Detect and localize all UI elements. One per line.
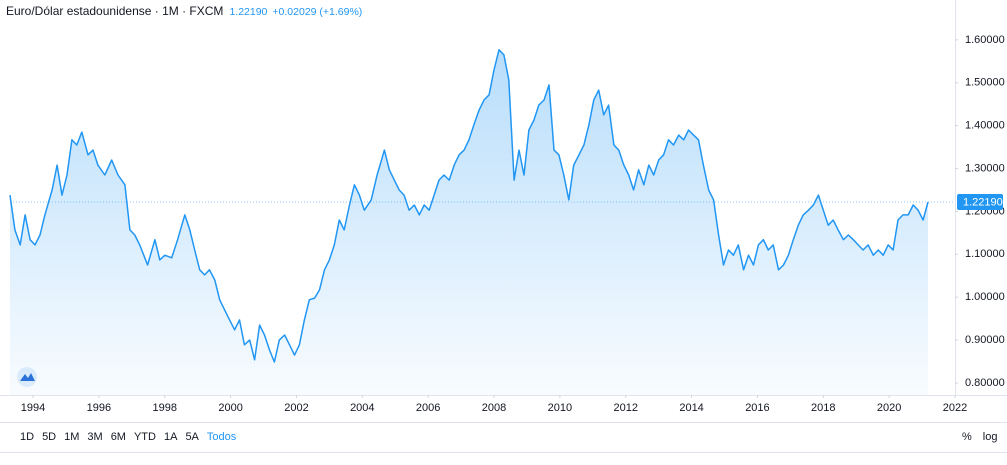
y-tick-label: 0.90000 bbox=[965, 334, 1005, 346]
x-tick-label: 1994 bbox=[21, 402, 45, 414]
header-change: +0.02029 (+1.69%) bbox=[272, 6, 362, 18]
y-tick-label: 1.50000 bbox=[965, 77, 1005, 89]
last-price-tag bbox=[957, 194, 1003, 211]
x-tick-label: 2010 bbox=[548, 402, 572, 414]
header-price: 1.22190 bbox=[229, 6, 267, 18]
x-tick-label: 2020 bbox=[877, 402, 901, 414]
x-tick-label: 2008 bbox=[482, 402, 506, 414]
scale-option[interactable]: log bbox=[983, 431, 998, 443]
x-tick-label: 2004 bbox=[350, 402, 374, 414]
range-button[interactable]: 1D bbox=[20, 431, 34, 443]
x-tick-label: 1996 bbox=[87, 402, 111, 414]
last-price-label: 1.22190 bbox=[963, 196, 1003, 208]
y-tick-label: 0.80000 bbox=[965, 377, 1005, 389]
range-button[interactable]: 5A bbox=[185, 431, 199, 443]
x-tick-label: 2016 bbox=[745, 402, 769, 414]
range-button[interactable]: Todos bbox=[207, 431, 237, 443]
range-button[interactable]: 3M bbox=[87, 431, 102, 443]
x-tick-label: 2002 bbox=[284, 402, 308, 414]
x-tick-label: 2014 bbox=[679, 402, 703, 414]
x-tick-label: 2006 bbox=[416, 402, 440, 414]
area-fill bbox=[10, 49, 928, 396]
x-tick-label: 2000 bbox=[218, 402, 242, 414]
chart-title: Euro/Dólar estadounidense · 1M · FXCM bbox=[6, 4, 223, 18]
range-button[interactable]: 1M bbox=[64, 431, 79, 443]
y-tick-label: 1.00000 bbox=[965, 291, 1005, 303]
y-tick-label: 1.60000 bbox=[965, 34, 1005, 46]
range-button[interactable]: 6M bbox=[111, 431, 126, 443]
scale-option[interactable]: % bbox=[962, 431, 972, 443]
x-tick-label: 2018 bbox=[811, 402, 835, 414]
y-tick-label: 1.10000 bbox=[965, 248, 1005, 260]
range-button[interactable]: 1A bbox=[164, 431, 178, 443]
x-tick-label: 2012 bbox=[613, 402, 637, 414]
y-tick-label: 1.40000 bbox=[965, 120, 1005, 132]
range-button[interactable]: 5D bbox=[42, 431, 56, 443]
x-tick-label: 2022 bbox=[943, 402, 967, 414]
range-button[interactable]: YTD bbox=[134, 431, 156, 443]
x-tick-label: 1998 bbox=[153, 402, 177, 414]
y-tick-label: 1.30000 bbox=[965, 162, 1005, 174]
price-line bbox=[9, 49, 929, 363]
